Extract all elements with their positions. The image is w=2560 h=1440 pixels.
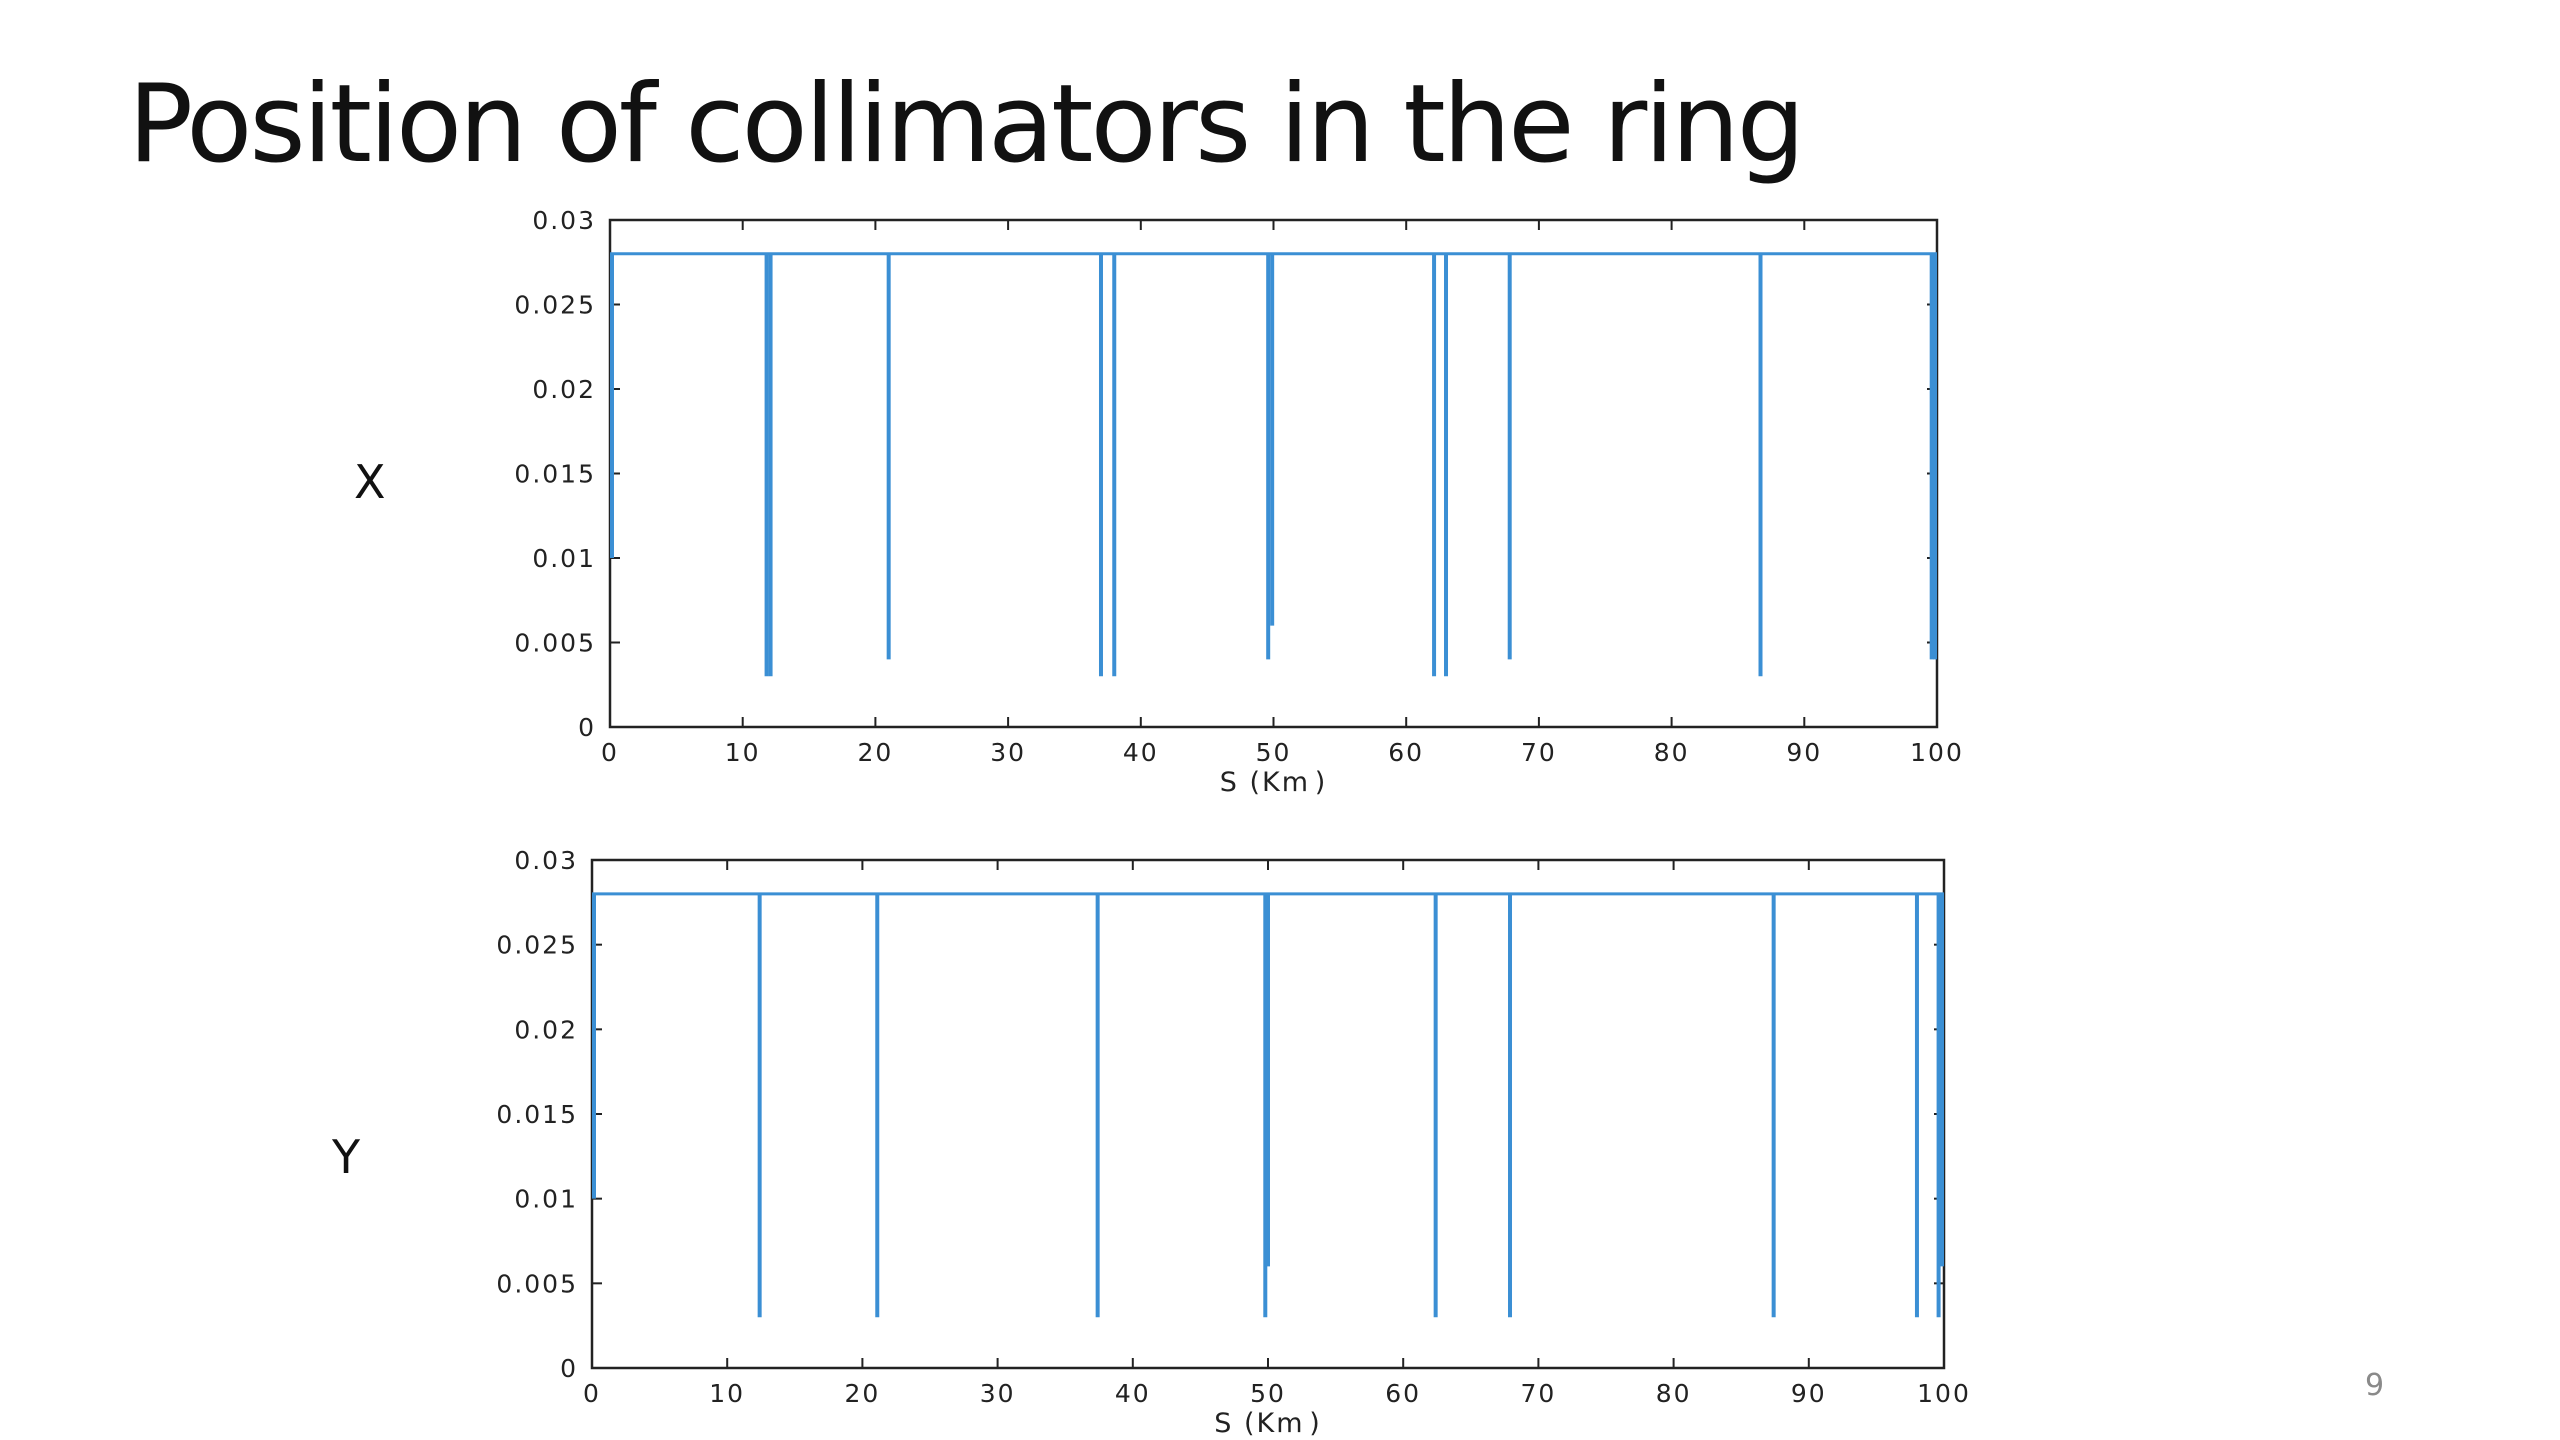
x-tick-label: 70: [1520, 1379, 1556, 1408]
y-tick-label: 0.025: [496, 931, 578, 960]
x-tick-label: 60: [1388, 738, 1424, 767]
y-tick-label: 0.005: [514, 629, 596, 658]
x-tick-label: 80: [1654, 738, 1690, 767]
x-tick-label: 100: [1910, 738, 1964, 767]
x-tick-label: 0: [583, 1379, 601, 1408]
y-tick-label: 0.015: [514, 460, 596, 489]
y-tick-label: 0.025: [514, 291, 596, 320]
x-tick-label: 40: [1123, 738, 1159, 767]
x-tick-label: 10: [725, 738, 761, 767]
x-tick-label: 20: [844, 1379, 880, 1408]
x-tick-label: 40: [1115, 1379, 1151, 1408]
y-tick-label: 0.02: [514, 1015, 578, 1044]
x-axis-label: S (Km ): [1214, 1408, 1322, 1439]
x-tick-label: 50: [1250, 1379, 1286, 1408]
x-tick-label: 80: [1656, 1379, 1692, 1408]
x-tick-label: 100: [1917, 1379, 1971, 1408]
y-tick-label: 0: [560, 1354, 578, 1383]
x-tick-label: 90: [1791, 1379, 1827, 1408]
page-number: 9: [2365, 1368, 2385, 1403]
x-tick-label: 30: [990, 738, 1026, 767]
plot-label-x: X: [354, 455, 386, 509]
x-tick-label: 70: [1521, 738, 1557, 767]
x-tick-label: 30: [980, 1379, 1016, 1408]
plot-label-y: Y: [332, 1130, 361, 1184]
x-tick-label: 0: [601, 738, 619, 767]
y-tick-label: 0.005: [496, 1269, 578, 1298]
slide-title: Position of collimators in the ring: [128, 62, 1805, 187]
y-tick-label: 0.01: [514, 1185, 578, 1214]
y-tick-label: 0.015: [496, 1100, 578, 1129]
x-axis-label: S (Km ): [1220, 767, 1328, 798]
x-tick-label: 10: [709, 1379, 745, 1408]
y-tick-label: 0.02: [532, 375, 596, 404]
x-tick-label: 50: [1256, 738, 1292, 767]
x-tick-label: 90: [1786, 738, 1822, 767]
y-tick-label: 0: [578, 713, 596, 742]
y-collimator-chart: 0 10 20 30 40 50 60 70 80 90 100 0 0.005 0.01 0.015 0.0…: [496, 846, 1971, 1439]
y-tick-label: 0.03: [532, 206, 596, 235]
x-collimator-chart: 0 10 20 30 40 50 60 70 80 90 100 0 0.005 0.01 0.015 0.0…: [514, 206, 1964, 798]
y-tick-label: 0.01: [532, 544, 596, 573]
y-tick-label: 0.03: [514, 846, 578, 875]
x-tick-label: 20: [857, 738, 893, 767]
x-tick-label: 60: [1385, 1379, 1421, 1408]
